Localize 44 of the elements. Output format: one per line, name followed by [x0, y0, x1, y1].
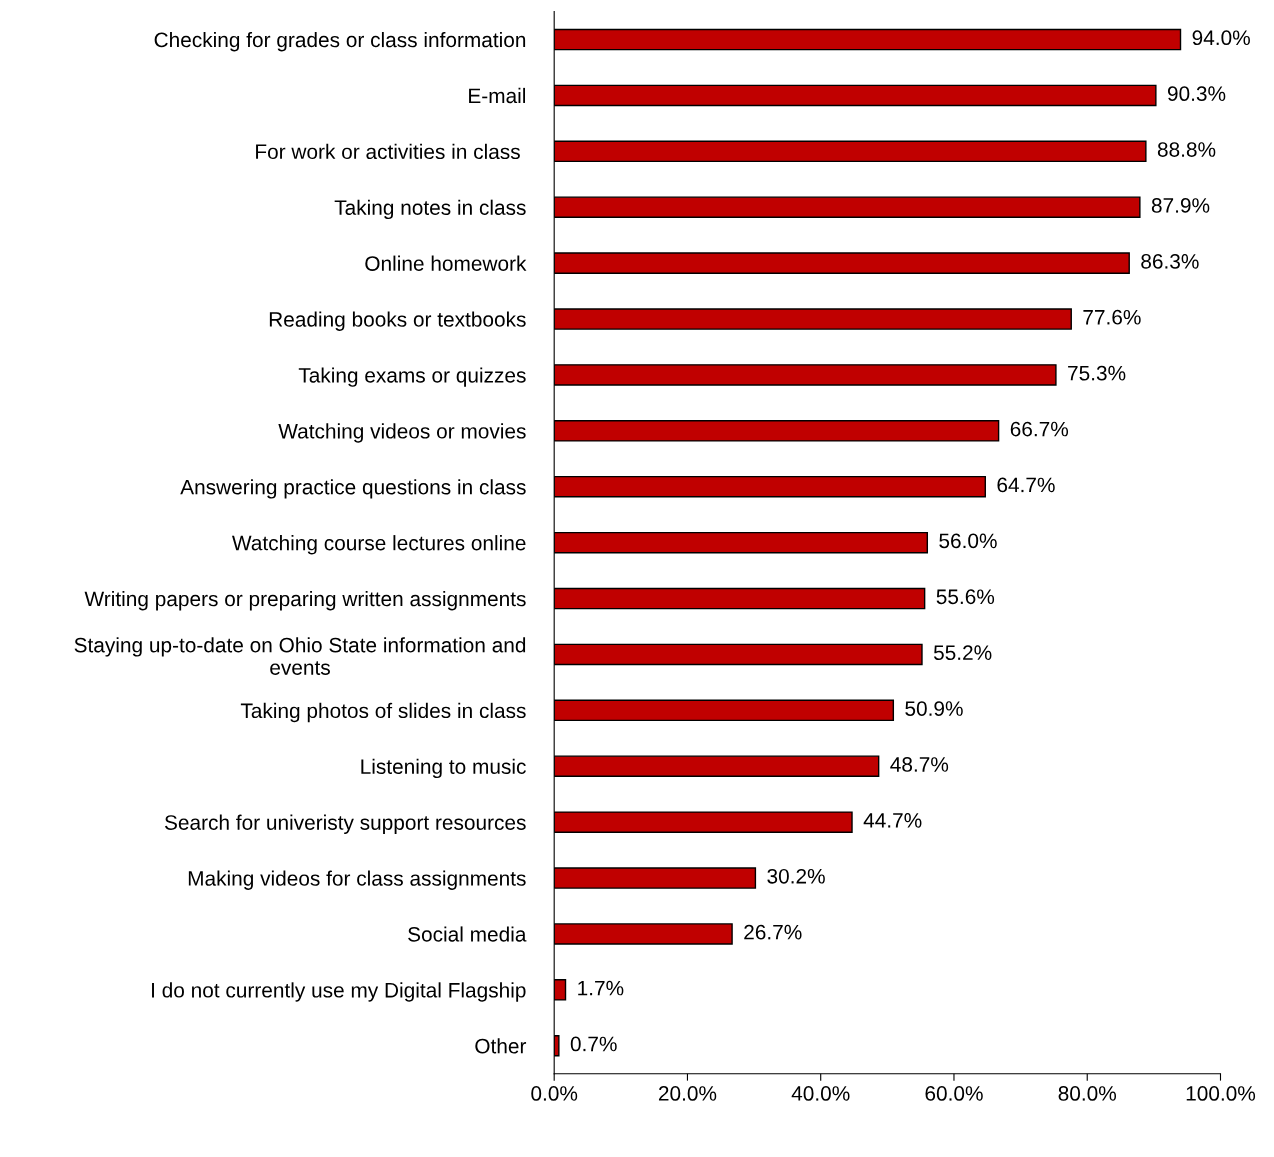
- y-tick-label: Checking for grades or class information: [154, 31, 526, 52]
- x-tick-label: 60.0%: [925, 1086, 983, 1101]
- y-tick-label: Listening to music: [361, 758, 526, 779]
- data-label: 90.3%: [1167, 86, 1226, 102]
- data-label: 44.7%: [863, 813, 922, 828]
- data-label: 48.7%: [890, 757, 949, 772]
- y-tick-label: Taking photos of slides in class: [240, 702, 526, 723]
- x-tick-label: 80.0%: [1058, 1086, 1117, 1101]
- y-tick-label: Taking exams or quizzes: [298, 367, 526, 387]
- data-label: 88.8%: [1157, 142, 1216, 157]
- y-tick-label: Social media: [408, 926, 527, 942]
- y-tick-label: Watching videos or movies: [278, 423, 526, 443]
- y-tick-label: For work or activities in class: [256, 143, 520, 160]
- y-tick-label: Staying up-to-date on Ohio State information and events: [74, 637, 526, 675]
- data-label: 86.3%: [1141, 253, 1199, 269]
- y-tick-label: I do not currently use my Digital Flagship: [152, 982, 526, 1002]
- data-label: 75.3%: [1068, 365, 1126, 381]
- data-label: 1.7%: [578, 980, 624, 996]
- x-tick-label: 20.0%: [658, 1086, 717, 1101]
- x-tick-label: 100.0%: [1186, 1086, 1256, 1101]
- y-tick-label: Search for univeristy support resources: [164, 814, 526, 835]
- data-label: 87.9%: [1151, 198, 1210, 213]
- data-label: 55.6%: [936, 589, 995, 605]
- y-tick-label: E-mail: [469, 87, 526, 104]
- y-tick-label: Writing papers or preparing written assignments: [84, 590, 526, 611]
- x-tick-label: 40.0%: [791, 1086, 850, 1101]
- data-label: 77.6%: [1083, 309, 1141, 325]
- data-label: 64.7%: [997, 477, 1055, 493]
- y-tick-label: Watching course lectures online: [232, 535, 526, 555]
- data-label: 0.7%: [570, 1036, 617, 1052]
- data-label: 55.2%: [933, 645, 992, 661]
- y-tick-label: Taking notes in class: [334, 199, 526, 220]
- y-tick-label: Making videos for class assignments: [188, 870, 526, 890]
- data-label: 26.7%: [744, 924, 802, 940]
- data-label: 30.2%: [767, 868, 825, 884]
- y-tick-label: Reading books or textbooks: [269, 311, 526, 331]
- data-label: 50.9%: [905, 701, 963, 716]
- y-tick-label: Online homework: [365, 255, 527, 271]
- x-tick-label: 0.0%: [531, 1086, 578, 1101]
- y-tick-label: Answering practice questions in class: [180, 479, 526, 499]
- y-tick-label: Other: [475, 1038, 527, 1054]
- data-label: 94.0%: [1192, 30, 1250, 46]
- data-label: 56.0%: [939, 533, 997, 549]
- data-label: 66.7%: [1010, 421, 1069, 437]
